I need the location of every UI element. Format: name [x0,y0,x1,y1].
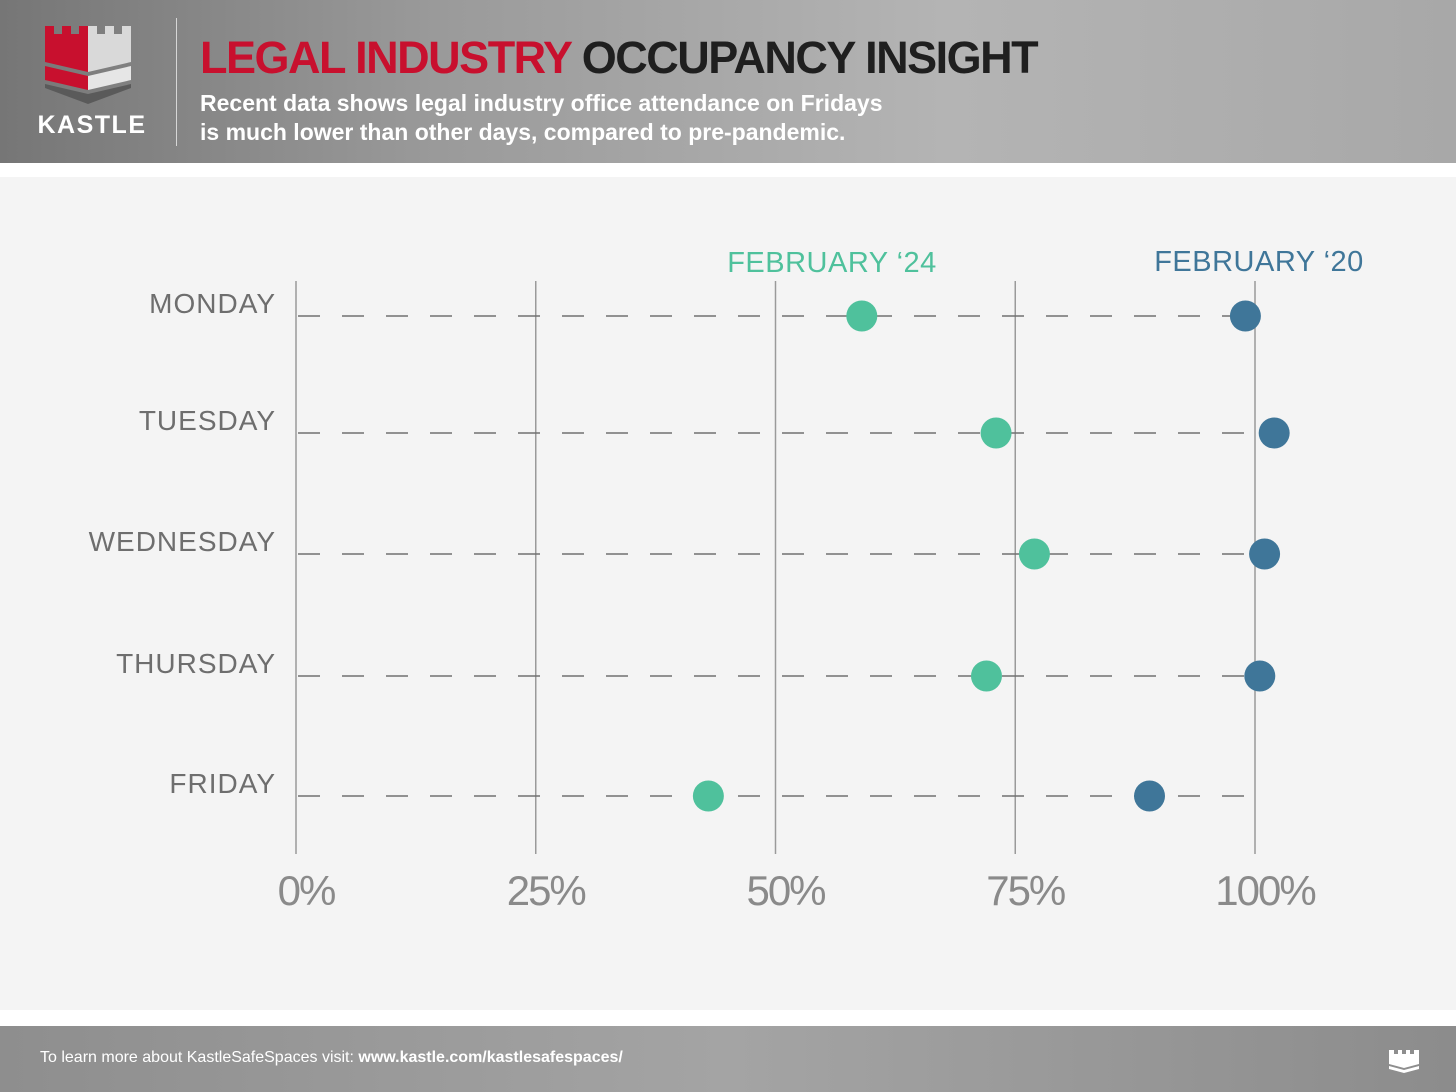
x-tick-label: 0% [278,867,335,914]
legend-label: FEBRUARY ‘20 [1154,246,1364,278]
data-point [846,300,878,332]
x-tick-label: 50% [746,867,825,914]
brand-name: KASTLE [37,111,147,139]
subtitle-line: is much lower than other days, compared … [200,119,846,145]
data-point [1018,538,1050,570]
footer-prefix: To learn more about KastleSafeSpaces vis… [40,1049,359,1066]
x-tick-label: 25% [507,867,586,914]
data-point [1134,780,1166,812]
title-rest: OCCUPANCY INSIGHT [581,32,1039,83]
category-label: WEDNESDAY [89,526,276,557]
castle-icon [1389,1050,1419,1073]
category-label: TUESDAY [139,405,276,436]
legend-label: FEBRUARY ‘24 [727,247,937,279]
footer: To learn more about KastleSafeSpaces vis… [0,1026,1456,1092]
category-label: THURSDAY [116,648,276,679]
title-highlight: LEGAL INDUSTRY [200,32,572,83]
data-point [970,660,1002,692]
x-tick-label: 100% [1215,867,1315,914]
footer-text: To learn more about KastleSafeSpaces vis… [40,1049,623,1067]
category-label: FRIDAY [169,768,276,799]
page-title: LEGAL INDUSTRY OCCUPANCY INSIGHT [200,30,1039,86]
category-label: MONDAY [149,288,276,319]
x-tick-label: 75% [986,867,1065,914]
data-point [1258,417,1290,449]
data-point [1229,300,1261,332]
data-point [980,417,1012,449]
subtitle: Recent data shows legal industry office … [200,89,883,147]
dot-plot-chart: 0% 25% 50% 75% 100% MONDAY TUESDAY WEDNESDAY THU… [89,246,1364,914]
castle-tower-icon [45,26,131,104]
chart-panel: 0% 25% 50% 75% 100% MONDAY TUESDAY WEDNESDAY THU… [0,177,1456,1010]
header-divider [176,18,177,146]
subtitle-line: Recent data shows legal industry office … [200,90,883,116]
header-banner: KASTLE LEGAL INDUSTRY OCCUPANCY INSIGHT … [0,0,1456,163]
data-point [692,780,724,812]
data-point [1249,538,1281,570]
footer-link[interactable]: www.kastle.com/kastlesafespaces/ [358,1049,623,1066]
data-point [1244,660,1276,692]
